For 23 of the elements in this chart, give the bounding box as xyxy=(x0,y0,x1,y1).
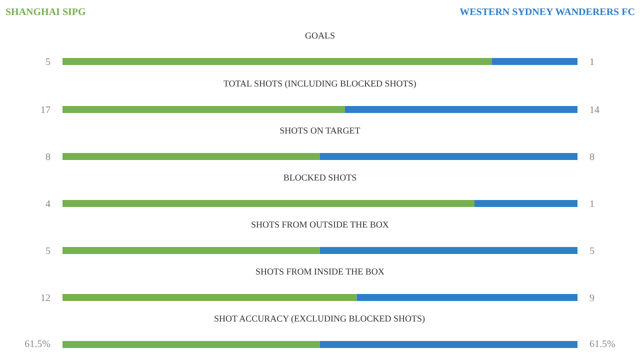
chart-title: SHOTS FROM OUTSIDE THE BOX xyxy=(250,220,390,230)
chart-title: BLOCKED SHOTS xyxy=(283,172,357,182)
data-label: 5 xyxy=(590,246,594,257)
data-label: 61.5% xyxy=(24,339,51,350)
chart-title: SHOTS FROM INSIDE THE BOX xyxy=(255,266,385,276)
data-label: 8 xyxy=(46,152,50,163)
data-label: 5 xyxy=(46,246,50,257)
data-label: 8 xyxy=(590,152,594,163)
data-label: 9 xyxy=(590,293,594,304)
data-label: 4 xyxy=(46,199,50,210)
text: WESTERN SYDNEY WANDERERS FC xyxy=(460,7,635,18)
data-label: 17 xyxy=(40,105,50,116)
chart-title: SHOT ACCURACY (EXCLUDING BLOCKED SHOTS) xyxy=(214,314,426,324)
data-label: 1 xyxy=(590,199,594,210)
data-label: 12 xyxy=(40,293,50,304)
data-label: 61.5% xyxy=(590,339,616,350)
data-label: 1 xyxy=(590,57,594,68)
chart-title: SHOTS ON TARGET xyxy=(280,126,361,136)
chart-title: TOTAL SHOTS (INCLUDING BLOCKED SHOTS) xyxy=(223,78,416,88)
chart-title: GOALS xyxy=(305,30,336,40)
data-label: 14 xyxy=(590,105,600,116)
text: SHANGHAI SIPG xyxy=(6,7,86,18)
data-label: 5 xyxy=(46,57,50,68)
